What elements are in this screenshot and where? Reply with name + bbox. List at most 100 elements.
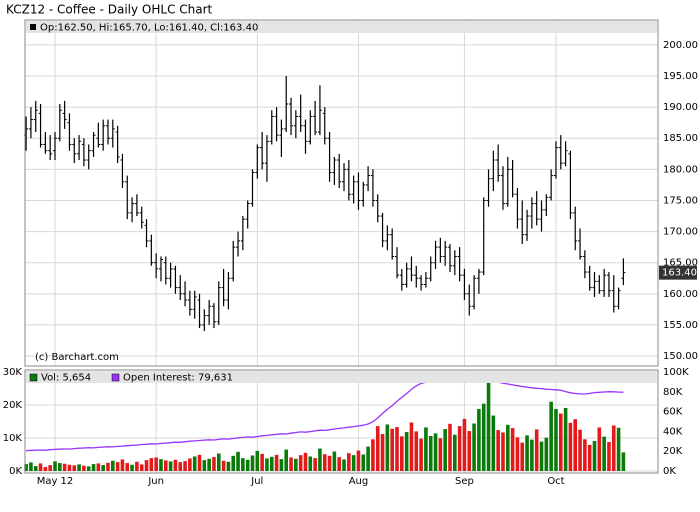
y-tick-label: 160.00 <box>663 289 698 300</box>
volume-bar <box>448 423 452 471</box>
volume-bar <box>168 461 173 471</box>
volume-bar <box>501 432 505 471</box>
volume-bar <box>568 422 573 471</box>
volume-bar <box>587 444 592 471</box>
volume-bar <box>457 426 462 471</box>
volume-bar <box>269 456 274 471</box>
volume-bar <box>443 429 447 471</box>
volume-bar <box>602 436 606 471</box>
volume-bar <box>520 442 525 471</box>
volume-panel <box>25 370 658 473</box>
volume-bar <box>212 457 216 471</box>
open-interest-line <box>26 375 624 452</box>
volume-bar <box>549 401 553 471</box>
volume-bar <box>563 407 568 471</box>
volume-bar <box>139 464 144 471</box>
volume-bar <box>303 452 308 471</box>
volume-bar <box>226 461 231 471</box>
volume-bar <box>53 461 57 471</box>
volume-bar <box>130 464 134 471</box>
volume-bar <box>544 437 549 471</box>
volume-bar <box>491 415 496 471</box>
volume-bar <box>395 427 399 471</box>
y-tick-label: 0K <box>9 466 22 477</box>
volume-bar <box>318 448 322 471</box>
volume-bar <box>496 430 500 471</box>
volume-bar <box>486 378 491 471</box>
x-tick-label: Jul <box>250 476 263 487</box>
volume-bar <box>558 413 563 471</box>
y-tick-label: 180.00 <box>663 164 698 175</box>
volume-bar <box>453 434 457 471</box>
volume-bar <box>419 438 423 471</box>
volume-bar <box>332 451 337 471</box>
volume-bar <box>611 425 616 471</box>
volume-bar <box>477 408 481 471</box>
volume-bar <box>260 453 264 471</box>
y-tick-label: 30K <box>3 367 23 378</box>
y2-tick-label: 20K <box>663 446 683 457</box>
volume-bar <box>351 455 356 471</box>
legend-label: Vol: 5,654 <box>41 373 91 384</box>
volume-bar <box>433 433 438 471</box>
y-tick-label: 165.00 <box>663 258 698 269</box>
volume-bar <box>96 463 101 471</box>
volume-bar <box>467 431 472 471</box>
x-tick-label: Aug <box>349 476 369 487</box>
y-tick-label: 185.00 <box>663 133 698 144</box>
volume-bar <box>313 458 317 471</box>
y-tick-label: 155.00 <box>663 320 698 331</box>
volume-bar <box>616 427 621 471</box>
y2-tick-label: 80K <box>663 387 683 398</box>
volume-bar <box>178 462 183 471</box>
volume-bar <box>366 446 370 471</box>
volume-bar <box>327 455 332 471</box>
volume-bar <box>578 429 582 471</box>
volume-bar <box>207 458 211 471</box>
info-text: Op:162.50, Hi:165.70, Lo:161.40, Cl:163.… <box>40 23 258 34</box>
y2-tick-label: 100K <box>663 367 689 378</box>
x-tick-label: Oct <box>547 476 564 487</box>
volume-bar <box>192 456 197 471</box>
volume-bar <box>29 462 33 471</box>
volume-bar <box>274 454 279 471</box>
volume-bar <box>510 428 515 471</box>
y2-tick-label: 60K <box>663 407 683 418</box>
volume-bar <box>135 461 139 471</box>
volume-bar <box>505 424 510 471</box>
volume-bar <box>347 453 351 471</box>
y2-tick-label: 40K <box>663 426 683 437</box>
volume-bar <box>428 436 433 471</box>
volume-bar <box>583 439 587 471</box>
volume-bar <box>67 464 72 471</box>
volume-bar <box>48 465 52 471</box>
chart-title: KCZ12 - Coffee - Daily OHLC Chart <box>6 3 213 17</box>
volume-bar <box>58 463 62 471</box>
volume-bar <box>236 451 240 471</box>
y-tick-label: 150.00 <box>663 351 698 362</box>
x-tick-label: Sep <box>455 476 474 487</box>
info-band <box>26 21 657 33</box>
volume-bar <box>221 460 226 471</box>
volume-bar <box>202 460 207 471</box>
volume-bar <box>91 464 96 471</box>
volume-bar <box>144 460 149 471</box>
volume-bar <box>371 439 375 471</box>
price-panel <box>25 20 658 366</box>
volume-bar <box>106 462 110 471</box>
volume-bar <box>597 427 602 471</box>
volume-bar <box>216 453 221 471</box>
y-tick-label: 175.00 <box>663 195 698 206</box>
volume-bar <box>515 437 520 471</box>
volume-bar <box>390 428 394 471</box>
volume-bar <box>77 464 81 471</box>
volume-bar <box>481 403 486 471</box>
legend-label: Open Interest: 79,631 <box>123 373 233 384</box>
volume-bar <box>356 450 361 471</box>
volume-bar <box>111 460 115 471</box>
last-price-box <box>659 265 697 280</box>
volume-bar <box>125 463 130 471</box>
y2-tick-label: 0K <box>663 466 676 477</box>
volume-bar <box>438 438 443 471</box>
volume-bar <box>573 419 578 471</box>
